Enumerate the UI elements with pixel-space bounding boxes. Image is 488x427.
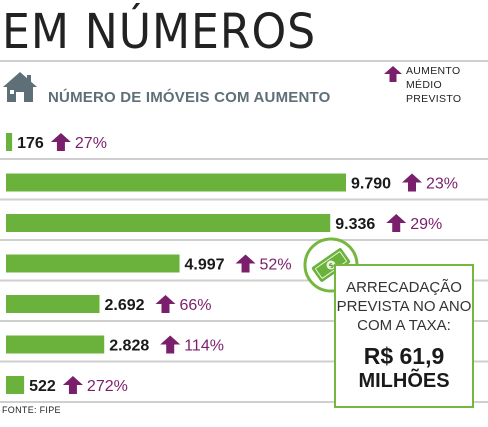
increase-label: 66% [179, 297, 211, 314]
bar [6, 133, 13, 151]
increase-label: 52% [260, 257, 292, 274]
bar-value-label: 2.692 [104, 297, 144, 314]
svg-text:$: $ [328, 262, 335, 270]
callout-unit: MILHÕES [358, 370, 450, 392]
bar [6, 335, 105, 354]
source-note: FONTE: FIPE [2, 405, 61, 415]
up-arrow-icon [160, 335, 181, 354]
up-arrow-icon [386, 214, 407, 232]
up-arrow-icon [402, 173, 422, 192]
bar [6, 254, 180, 273]
bar [6, 295, 100, 313]
bar [6, 376, 25, 394]
up-arrow-icon [62, 376, 83, 394]
revenue-callout: ARRECADAÇÃO PREVISTA NO ANO COM A TAXA: … [334, 264, 474, 408]
legend-label: AUMENTO MÉDIO PREVISTO [406, 65, 462, 105]
page-title: EM NÚMEROS [2, 4, 317, 60]
callout-label: ARRECADAÇÃO PREVISTA NO ANO COM A TAXA: [336, 279, 472, 334]
bar-value-label: 176 [17, 135, 44, 152]
increase-label: 29% [410, 216, 442, 233]
chart-subtitle: NÚMERO DE IMÓVEIS COM AUMENTO [48, 89, 331, 106]
bar-value-label: 4.997 [185, 257, 225, 274]
up-arrow-icon [155, 295, 176, 313]
gridline [0, 239, 488, 241]
gridline [0, 279, 488, 282]
gridline [0, 158, 488, 160]
house-icon [3, 72, 37, 102]
gridline [0, 320, 488, 322]
bar [6, 214, 331, 232]
bar-value-label: 522 [29, 378, 56, 395]
title-divider [0, 60, 488, 62]
up-arrow-icon [384, 66, 402, 82]
increase-label: 272% [87, 378, 128, 395]
gridline [0, 401, 488, 403]
legend: AUMENTO MÉDIO PREVISTO [384, 64, 488, 108]
up-arrow-icon [50, 133, 71, 151]
increase-label: 114% [184, 338, 224, 355]
up-arrow-icon [235, 254, 256, 273]
bar-value-label: 9.336 [335, 216, 375, 233]
bar-value-label: 9.790 [351, 176, 391, 193]
gridline [0, 360, 488, 363]
increase-label: 23% [426, 176, 458, 193]
callout-value: R$ 61,9 [363, 343, 445, 369]
bar-value-label: 2.828 [109, 338, 149, 355]
gridline [0, 198, 488, 201]
bar-chart: 176 27% 9.790 23% 9.336 29% 4.997 52% 2.692 66% 2.… [0, 133, 488, 403]
bar [6, 173, 346, 192]
increase-label: 27% [75, 135, 107, 152]
